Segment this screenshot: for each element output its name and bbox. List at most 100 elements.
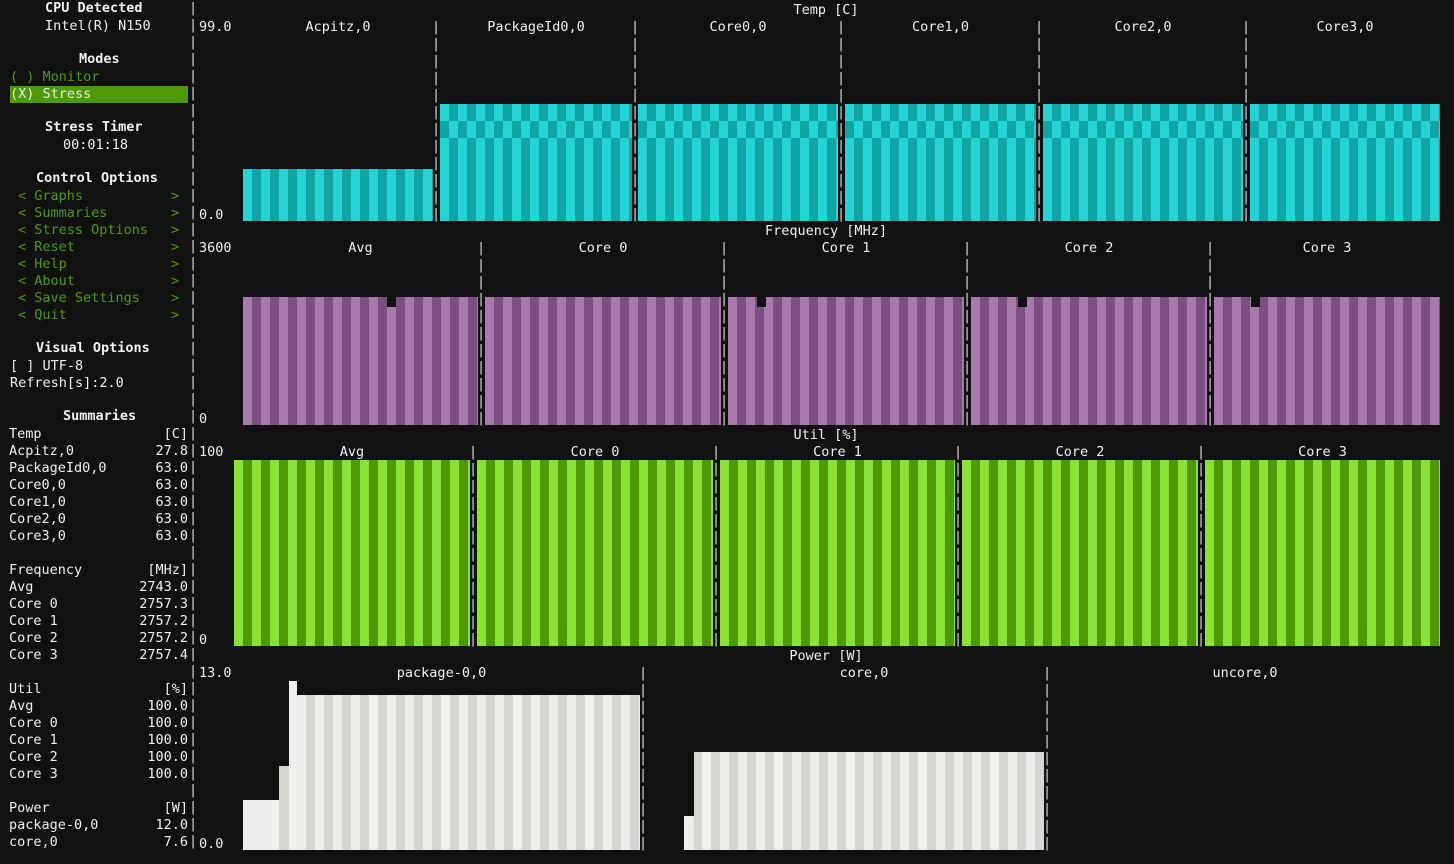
control-item-reset[interactable]: < Reset > xyxy=(18,239,183,256)
freq-bar xyxy=(629,297,638,425)
util-bar xyxy=(1124,460,1133,646)
util-bar xyxy=(765,460,774,646)
util-panel-separator: | xyxy=(469,461,478,477)
power-bar xyxy=(324,695,333,850)
util-bar xyxy=(369,460,378,646)
mode-monitor-radio[interactable]: ( ) Monitor xyxy=(10,69,100,85)
sidebar-divider: | xyxy=(189,425,198,441)
control-item-about[interactable]: < About > xyxy=(18,273,183,290)
freq-panel-separator: | xyxy=(720,274,729,290)
control-item-help[interactable]: < Help > xyxy=(18,256,183,273)
freq-bar xyxy=(1304,297,1313,425)
util-bar xyxy=(1061,460,1070,646)
freq-bar xyxy=(1178,297,1187,425)
freq-bar xyxy=(468,297,477,425)
temp-panel-separator: | xyxy=(631,87,640,103)
temp-bar-highlight xyxy=(1025,121,1034,138)
power-bar xyxy=(603,695,612,850)
temp-bar-highlight xyxy=(854,121,863,138)
temp-bar-highlight xyxy=(458,121,467,138)
summary-section-unit: [W] xyxy=(163,800,188,816)
freq-bar xyxy=(845,297,854,425)
freq-bar xyxy=(414,297,423,425)
freq-bar xyxy=(530,297,539,425)
util-bar xyxy=(504,460,513,646)
freq-panel-separator: | xyxy=(477,342,486,358)
power-panel-separator: | xyxy=(1043,716,1052,732)
control-item-graphs[interactable]: < Graphs > xyxy=(18,188,183,205)
sidebar-divider: | xyxy=(189,748,198,764)
freq-bar xyxy=(1376,297,1385,425)
temp-panel-separator: | xyxy=(1242,70,1251,86)
temp-bar-highlight xyxy=(863,121,872,138)
util-panel-separator: | xyxy=(712,529,721,545)
temp-panel-separator: | xyxy=(1035,104,1044,120)
freq-bar xyxy=(575,297,584,425)
mode-stress-radio[interactable]: (X) Stress xyxy=(10,86,188,103)
temp-bar-highlight xyxy=(1232,121,1241,138)
freq-bar xyxy=(620,297,629,425)
summary-row-value: 7.6 xyxy=(163,834,188,850)
temp-bar xyxy=(755,104,764,221)
temp-bar-highlight xyxy=(1124,121,1133,138)
power-bar xyxy=(315,695,324,850)
power-ramp-mask xyxy=(684,698,694,816)
util-bar xyxy=(1250,460,1259,646)
util-bar xyxy=(522,460,531,646)
util-panel-separator: | xyxy=(954,444,963,460)
summary-row-value: 63.0 xyxy=(155,477,188,493)
power-bar xyxy=(405,695,414,850)
freq-bar xyxy=(557,297,566,425)
power-bar xyxy=(891,752,900,850)
utf8-checkbox[interactable]: [ ] UTF-8 xyxy=(10,358,84,374)
util-bar xyxy=(648,460,657,646)
control-item-summaries[interactable]: < Summaries > xyxy=(18,205,183,222)
temp-bar-highlight xyxy=(836,121,838,138)
util-panel-separator: | xyxy=(712,461,721,477)
util-bar xyxy=(1412,460,1421,646)
freq-bar xyxy=(827,297,836,425)
power-bar xyxy=(837,752,846,850)
util-panel-separator: | xyxy=(954,597,963,613)
freq-bar xyxy=(539,297,548,425)
temp-bar xyxy=(512,104,521,221)
summaries-title: Summaries xyxy=(63,408,137,424)
control-item-quit[interactable]: < Quit > xyxy=(18,307,183,324)
temp-bar xyxy=(261,169,270,221)
temp-bar xyxy=(494,104,503,221)
temp-panel-separator: | xyxy=(432,138,441,154)
power-bar xyxy=(414,695,423,850)
temp-panel-separator: | xyxy=(1242,121,1251,137)
summary-row-value: 100.0 xyxy=(147,749,188,765)
temp-bar xyxy=(1169,104,1178,221)
util-panel-separator: | xyxy=(1197,631,1206,647)
control-item-stress-options[interactable]: < Stress Options > xyxy=(18,222,183,239)
chevron-left-icon: < xyxy=(18,256,35,272)
freq-bar xyxy=(908,297,917,425)
util-bar xyxy=(333,460,342,646)
freq-panel-separator: | xyxy=(477,274,486,290)
util-bar xyxy=(288,460,297,646)
util-bar xyxy=(1430,460,1439,646)
control-item-save-settings[interactable]: < Save Settings > xyxy=(18,290,183,307)
refresh-rate-field[interactable]: Refresh[s]:2.0 xyxy=(10,375,124,391)
freq-bar xyxy=(962,297,964,425)
freq-bar xyxy=(494,297,503,425)
util-bar xyxy=(756,460,765,646)
temp-bar xyxy=(1268,104,1277,221)
temp-bar xyxy=(306,169,315,221)
temp-bar xyxy=(827,104,836,221)
util-bar xyxy=(774,460,783,646)
sidebar-divider: | xyxy=(189,510,198,526)
freq-panel-separator: | xyxy=(720,308,729,324)
power-bar xyxy=(945,752,954,850)
freq-bar xyxy=(342,297,351,425)
freq-bar xyxy=(1331,297,1340,425)
temp-panel-separator: | xyxy=(1242,172,1251,188)
sidebar-divider: | xyxy=(189,306,198,322)
freq-bar xyxy=(719,297,721,425)
util-bar xyxy=(1142,460,1151,646)
util-bar xyxy=(576,460,585,646)
util-bar xyxy=(1385,460,1394,646)
util-bar xyxy=(1106,460,1115,646)
